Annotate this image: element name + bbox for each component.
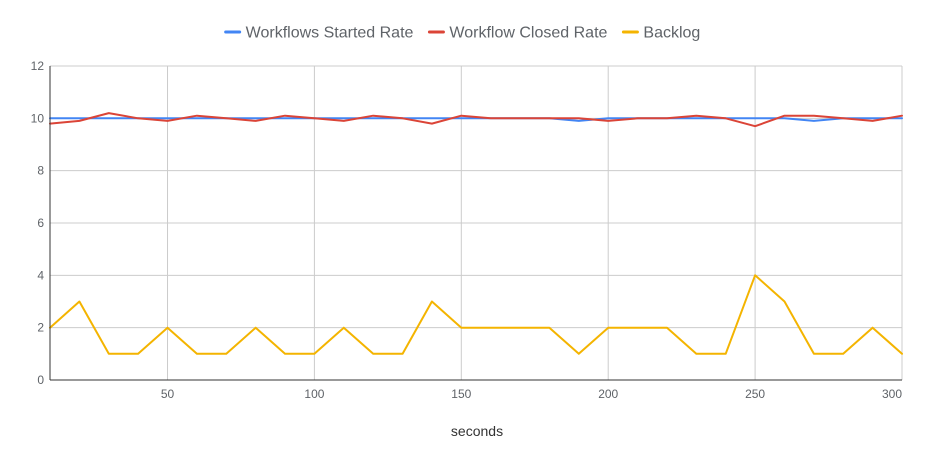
x-tick-label: 100 [304, 387, 324, 401]
y-tick-label: 2 [37, 321, 44, 335]
series-line-workflow-closed-rate [49, 112, 903, 128]
y-tick-label: 12 [31, 59, 45, 73]
y-axis-ticks: 0 2 4 6 8 10 12 [31, 59, 45, 387]
y-tick-label: 4 [37, 268, 44, 282]
legend-label-backlog: Backlog [643, 25, 700, 42]
y-tick-label: 6 [37, 216, 44, 230]
x-tick-label: 150 [451, 387, 471, 401]
axes [49, 66, 902, 381]
legend-label-workflow-closed-rate: Workflow Closed Rate [449, 25, 607, 42]
x-tick-label: 50 [161, 387, 175, 401]
series-line-backlog [49, 274, 903, 355]
series-lines [49, 112, 903, 355]
y-tick-label: 10 [31, 111, 45, 125]
x-tick-label: 300 [882, 387, 902, 401]
gridlines [50, 65, 903, 380]
x-tick-label: 200 [598, 387, 618, 401]
series-line-workflows-started-rate [49, 117, 903, 122]
x-axis-ticks: 50 100 150 200 250 300 [161, 387, 902, 401]
y-tick-label: 0 [37, 373, 44, 387]
legend-label-workflows-started-rate: Workflows Started Rate [246, 25, 414, 42]
x-tick-label: 250 [745, 387, 765, 401]
legend: Workflows Started Rate Workflow Closed Ra… [224, 25, 700, 42]
x-axis-label: seconds [451, 423, 503, 439]
y-tick-label: 8 [37, 164, 44, 178]
